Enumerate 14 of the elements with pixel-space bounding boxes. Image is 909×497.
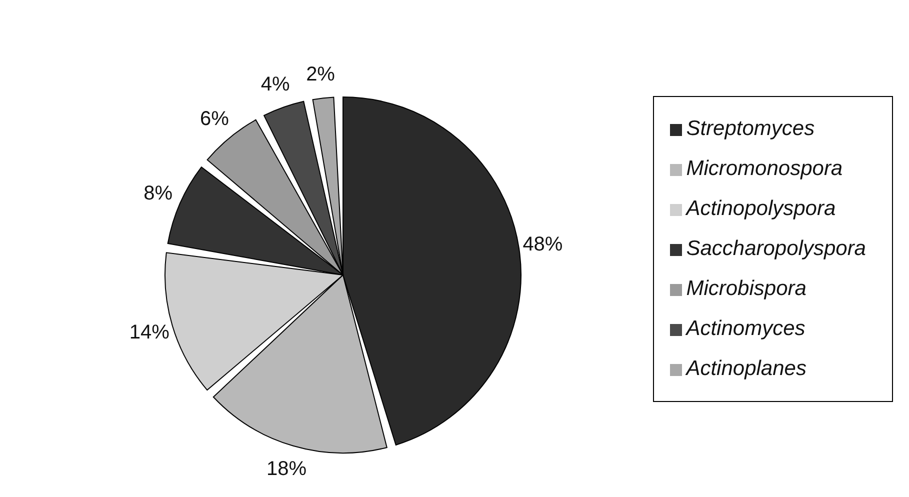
data-label: 6% <box>200 108 230 130</box>
data-label: 8% <box>144 182 173 205</box>
data-label: 18% <box>266 458 307 480</box>
data-label: 48% <box>522 234 563 256</box>
legend-label: Actinopolyspora <box>686 196 836 220</box>
legend-label: Actinomyces <box>686 316 806 340</box>
legend-label: Streptomyces <box>686 116 815 140</box>
data-label: 4% <box>260 74 290 96</box>
legend-label: Micromonospora <box>686 156 843 180</box>
data-label: 14% <box>129 321 170 344</box>
data-label: 2% <box>306 63 336 86</box>
legend-label: Saccharopolyspora <box>686 236 866 260</box>
legend-label: Microbispora <box>686 276 806 300</box>
legend-label: Actinoplanes <box>686 356 806 380</box>
